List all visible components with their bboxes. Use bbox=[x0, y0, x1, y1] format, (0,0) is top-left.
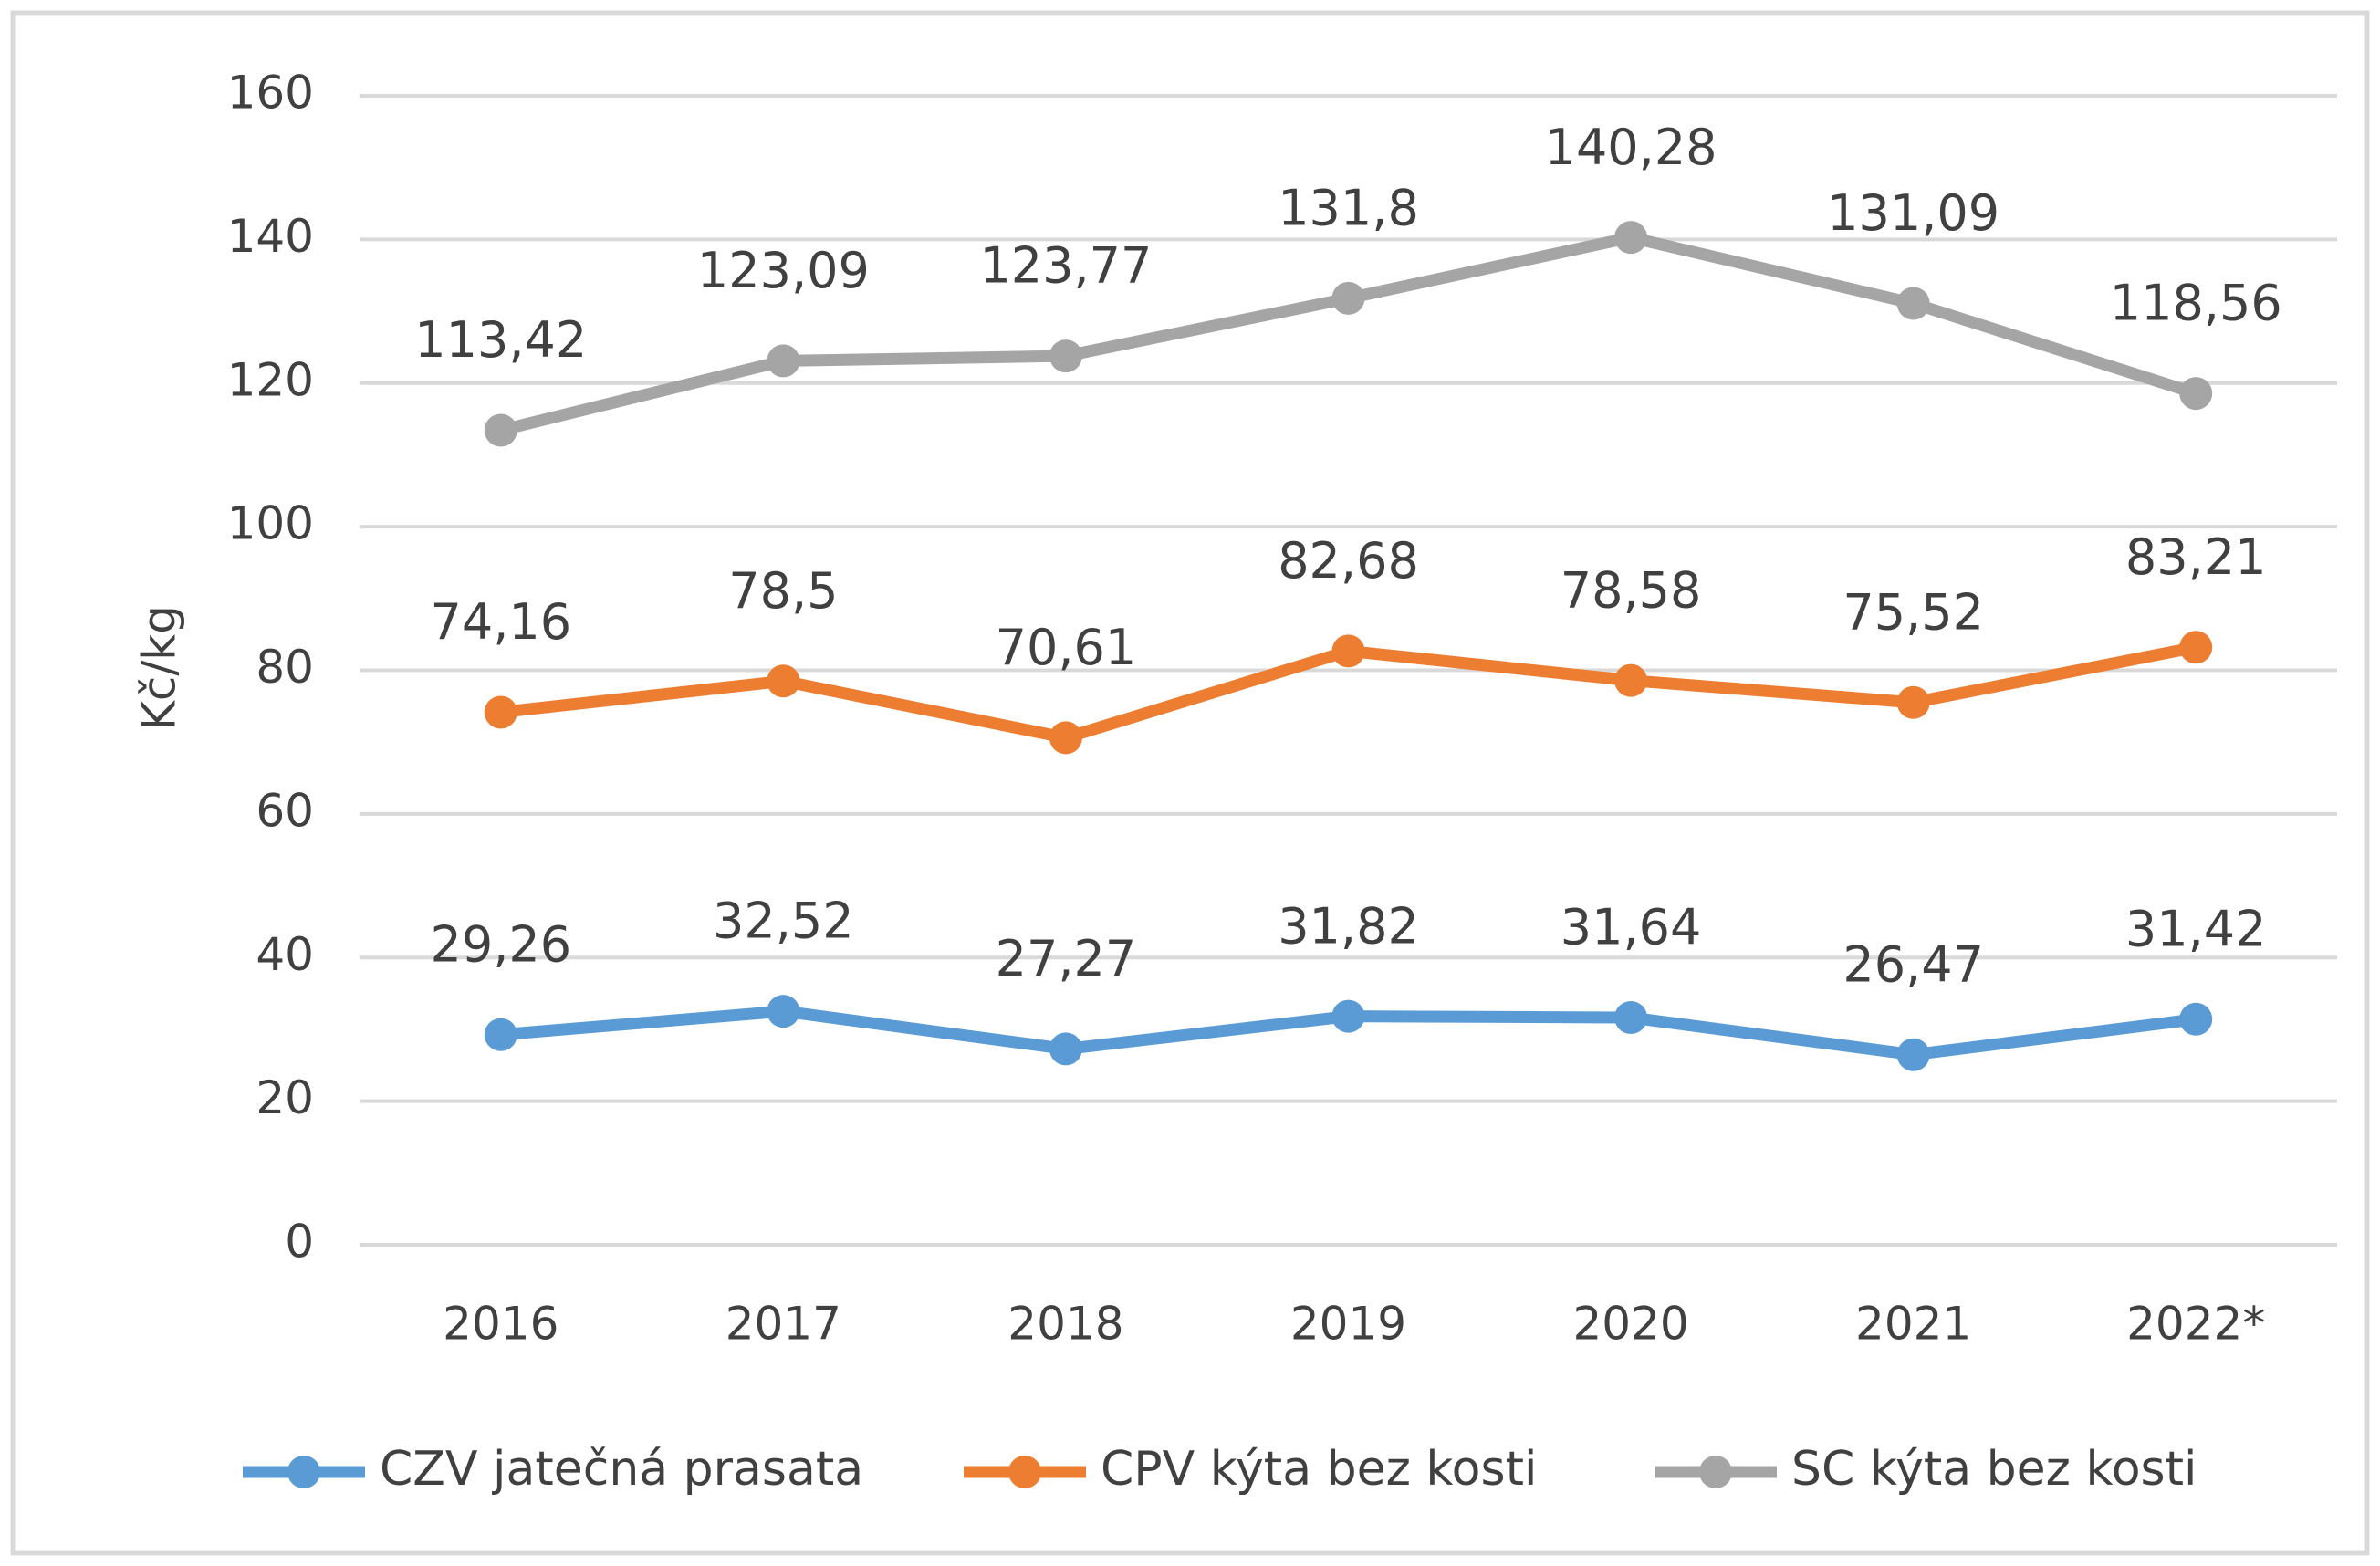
legend-label: SC kýta bez kosti bbox=[1791, 1442, 2197, 1497]
y-tick-label: 100 bbox=[227, 497, 314, 550]
data-label: 131,8 bbox=[1278, 180, 1419, 237]
data-label: 82,68 bbox=[1278, 532, 1419, 590]
data-point bbox=[1896, 685, 1930, 719]
y-tick-label: 160 bbox=[227, 67, 314, 120]
data-label: 26,47 bbox=[1842, 935, 1984, 993]
data-label: 83,21 bbox=[2125, 528, 2267, 586]
data-point bbox=[767, 664, 800, 698]
data-label: 32,52 bbox=[713, 893, 854, 950]
data-label: 113,42 bbox=[414, 311, 587, 369]
y-tick-label: 140 bbox=[227, 210, 314, 263]
data-point bbox=[767, 995, 800, 1028]
y-tick-label: 120 bbox=[227, 353, 314, 406]
data-point bbox=[1331, 999, 1365, 1033]
x-tick-label: 2018 bbox=[1007, 1298, 1123, 1351]
data-point bbox=[484, 1018, 517, 1051]
data-label: 123,09 bbox=[697, 242, 870, 299]
data-label: 123,77 bbox=[979, 237, 1152, 295]
y-axis-label: Kč/kg bbox=[133, 605, 186, 731]
data-point bbox=[1896, 287, 1930, 320]
data-label: 27,27 bbox=[996, 930, 1137, 987]
y-tick-label: 40 bbox=[256, 928, 314, 981]
x-tick-label: 2022* bbox=[2126, 1298, 2265, 1351]
y-tick-label: 80 bbox=[256, 641, 314, 694]
legend-label: CZV jatečná prasata bbox=[380, 1442, 863, 1497]
data-point bbox=[1614, 221, 1648, 255]
x-tick-label: 2020 bbox=[1572, 1298, 1688, 1351]
data-label: 140,28 bbox=[1545, 119, 1717, 176]
data-point bbox=[2179, 377, 2213, 411]
y-tick-label: 60 bbox=[256, 784, 314, 837]
chart-frame bbox=[10, 10, 2370, 1556]
x-tick-label: 2016 bbox=[443, 1298, 558, 1351]
data-point bbox=[1049, 1032, 1082, 1066]
data-label: 78,5 bbox=[728, 562, 838, 620]
data-point bbox=[2179, 631, 2213, 664]
data-label: 31,64 bbox=[1561, 899, 1702, 956]
data-label: 78,58 bbox=[1561, 561, 1702, 619]
data-point bbox=[1614, 663, 1648, 697]
legend-marker bbox=[1699, 1456, 1732, 1488]
data-label: 31,42 bbox=[2125, 900, 2267, 957]
data-point bbox=[1331, 634, 1365, 668]
legend-marker bbox=[287, 1456, 320, 1488]
data-point bbox=[1614, 1001, 1648, 1035]
data-label: 118,56 bbox=[2110, 275, 2282, 332]
data-point bbox=[1049, 339, 1082, 373]
data-label: 70,61 bbox=[996, 619, 1137, 676]
x-tick-label: 2021 bbox=[1855, 1298, 1971, 1351]
data-point bbox=[1049, 721, 1082, 755]
data-point bbox=[1896, 1038, 1930, 1071]
y-tick-label: 0 bbox=[285, 1216, 314, 1268]
legend-marker bbox=[1008, 1456, 1041, 1488]
data-point bbox=[484, 695, 517, 729]
data-point bbox=[1331, 281, 1365, 315]
data-point bbox=[484, 413, 517, 447]
data-point bbox=[767, 344, 800, 378]
data-label: 31,82 bbox=[1278, 897, 1419, 955]
data-label: 75,52 bbox=[1842, 583, 1984, 641]
data-label: 29,26 bbox=[430, 915, 571, 973]
data-label: 131,09 bbox=[1827, 184, 1999, 242]
legend-label: CPV kýta bez kosti bbox=[1101, 1442, 1537, 1497]
x-tick-label: 2019 bbox=[1290, 1298, 1406, 1351]
x-tick-label: 2017 bbox=[725, 1298, 841, 1351]
data-point bbox=[2179, 1002, 2213, 1036]
y-tick-label: 20 bbox=[256, 1071, 314, 1124]
data-label: 74,16 bbox=[430, 593, 571, 651]
